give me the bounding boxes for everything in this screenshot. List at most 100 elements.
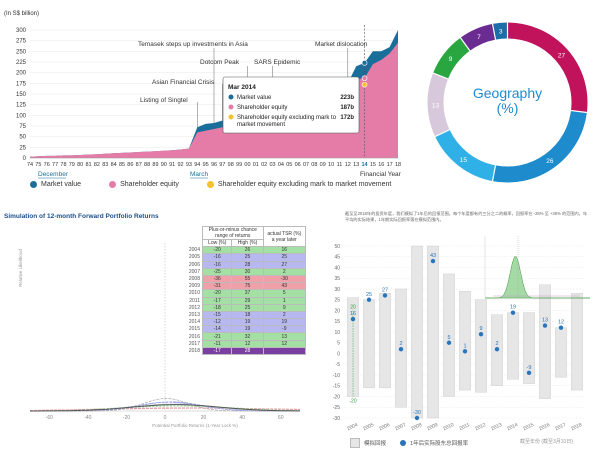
simulated-range-bar	[555, 327, 567, 378]
range-table-cell-label: 2009	[188, 283, 200, 290]
range-table-cell-actual: -9	[262, 325, 307, 334]
x-tick-label: 82	[94, 162, 100, 168]
range-table-cell-high: 12	[231, 339, 264, 348]
range-y-tick-label: 40	[334, 265, 340, 271]
donut-slice	[507, 22, 588, 113]
range-table-cell-low: -14	[201, 325, 233, 334]
range-x-tick-label: 2015	[522, 422, 535, 432]
annotation-label: Dotcom Peak	[200, 59, 240, 66]
legend-equity-excluding[interactable]: Shareholder equity excluding mark to mar…	[206, 181, 391, 188]
simulated-range-bar	[443, 273, 455, 397]
range-table-cell-low: -31	[201, 282, 233, 291]
simulated-range-bar	[363, 299, 375, 389]
range-x-tick-label: 2013	[490, 422, 503, 432]
simulation-svg: -60 -40 -20 0 20 40 60 Potential Portfolio Retu…	[18, 243, 301, 428]
tooltip-row-label-line2: market movement	[237, 122, 285, 128]
x-label-right: Financial Year	[360, 171, 402, 178]
x-tick-label: 13	[353, 162, 359, 168]
range-table: Plus-or-minus chance range of returns ac…	[178, 225, 307, 356]
range-table-cell-high: 25	[231, 303, 264, 312]
annotation-label: Listing of Singtel	[140, 97, 188, 104]
range-table-cell-actual: 9	[262, 303, 307, 312]
range-table-cell-actual: -30	[262, 274, 307, 284]
range-table-cell-high: 28	[231, 260, 264, 269]
geography-donut-svg: 27 26 15 13 9 7 3	[427, 22, 588, 183]
donut-slice-label: 26	[546, 158, 554, 165]
equity-excluding-swatch	[206, 181, 214, 188]
x-label-left: December	[38, 171, 69, 178]
range-x-tick-label: 2005	[362, 422, 375, 432]
tooltip-title: Mar 2014	[228, 84, 256, 91]
legend-market-value[interactable]: Market value	[30, 181, 81, 188]
range-table-cell-label: 2005	[188, 254, 200, 261]
legend-actual[interactable]: 1年后实际股东总回报率	[400, 439, 468, 447]
donut-title: Geography (%)	[420, 86, 595, 116]
range-y-tick-label: -20	[333, 394, 340, 400]
range-table-cell-actual: 16	[262, 246, 307, 255]
x-tick-label: 78	[60, 162, 66, 168]
annotation-label: Temasek steps up investments in Asia	[138, 41, 248, 48]
donut-slice	[460, 23, 496, 51]
legend-shareholder-equity[interactable]: Shareholder equity	[109, 181, 179, 188]
x-tick-label: 18	[395, 162, 401, 168]
range-y-tick-label: 45	[334, 255, 340, 261]
tooltip-row-label: Shareholder equity excluding mark to mark…	[237, 115, 337, 128]
legend-simulated-label: 模拟回报	[364, 441, 387, 447]
actual-return-label: 9	[479, 326, 482, 332]
actual-return-label: -30	[413, 410, 421, 416]
range-table-cell-low: -16	[201, 260, 233, 269]
tooltip-dot	[228, 114, 234, 120]
actual-return-label: 27	[382, 287, 388, 293]
range-table-row: 2005 -16 25 25	[178, 253, 307, 262]
range-svg: 50454035302520151050-5-10-15-20-25-3020-…	[333, 236, 590, 432]
x-tick-label: 01	[253, 162, 259, 168]
actual-return-label: -9	[527, 365, 532, 371]
range-table-cell-high: 18	[231, 310, 264, 320]
simulated-range-bar	[475, 299, 487, 393]
range-table-row: 2012 -18 25 9	[178, 303, 307, 312]
tooltip-row-value: 223b	[340, 95, 354, 101]
x-tick-label: 05	[286, 162, 292, 168]
y-tick-label: 50	[19, 135, 26, 141]
range-table-cell-high: 30	[231, 267, 264, 276]
actual-return-label: 43	[430, 253, 436, 259]
y-tick-label: 175	[16, 81, 27, 87]
x-tick-label: 79	[69, 162, 75, 168]
range-table-row: 2007 -25 30 2	[178, 267, 307, 276]
actual-return-point	[366, 297, 372, 302]
range-table-wrap: Plus-or-minus chance range of returns ac…	[178, 225, 307, 356]
inset-density	[484, 236, 590, 299]
actual-return-point	[558, 325, 564, 330]
x-tick-label: 03	[269, 162, 275, 168]
range-table-row: 2011 -17 29 1	[178, 296, 307, 305]
x-tick-label: 90	[161, 162, 167, 168]
table-header-high: High (%)	[231, 238, 264, 248]
actual-return-point	[398, 347, 404, 352]
range-y-tick-label: 25	[334, 298, 340, 304]
range-table-row: 2015 -14 19 -9	[178, 325, 307, 334]
actual-return-label: 2	[495, 341, 498, 347]
tooltip-row-label-line1: Shareholder equity excluding mark to	[237, 115, 337, 121]
legend-simulated[interactable]: 模拟回报	[350, 438, 386, 448]
range-y-tick-label: 30	[334, 287, 340, 293]
x-tick-label: 96	[211, 162, 217, 168]
range-table-row: 2016 -21 32 13	[178, 332, 307, 341]
sim-x-tick-label: 60	[278, 415, 284, 421]
shareholder-equity-swatch	[109, 181, 117, 188]
actual-return-point	[350, 316, 356, 322]
range-table-cell-low: -25	[201, 267, 233, 276]
x-tick-label: 14	[361, 162, 368, 168]
range-table-row: 2010 -20 37 5	[178, 289, 307, 298]
donut-slice	[427, 73, 450, 137]
range-table-row: 2014 -12 19 19	[178, 318, 307, 327]
range-y-tick-label: -10	[333, 373, 340, 379]
sim-x-tick-label: -20	[123, 415, 130, 421]
range-table-cell-actual: 13	[262, 332, 307, 341]
range-table-cell-high: 37	[231, 289, 264, 298]
range-y-tick-label: -15	[333, 384, 340, 390]
table-corner-2	[178, 239, 203, 247]
simulated-range-bar	[459, 290, 471, 391]
actual-return-point	[430, 258, 436, 264]
x-tick-label: 99	[236, 162, 242, 168]
unit-label: (In S$ billion)	[4, 11, 39, 17]
